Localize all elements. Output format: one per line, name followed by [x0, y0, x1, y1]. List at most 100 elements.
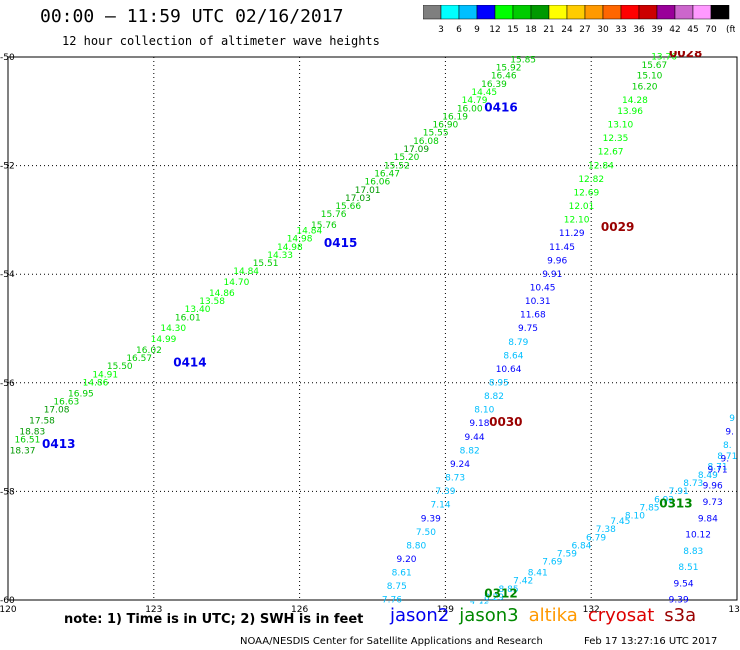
wave-height-label: 15.10 [637, 72, 663, 82]
x-tick-label: 135 [728, 605, 740, 615]
colorbar-tick-label: 15 [507, 25, 518, 35]
wave-height-label: 16.95 [68, 389, 94, 399]
wave-height-label: 8.71 [708, 463, 728, 473]
wave-height-label: 11.45 [549, 243, 575, 253]
pass-label-jason2: 0413 [42, 437, 75, 451]
wave-height-label: 9.96 [703, 482, 723, 492]
wave-height-label: 6.92 [654, 495, 674, 505]
wave-height-label: 8.41 [528, 569, 548, 579]
wave-height-label: 9. [725, 427, 734, 437]
colorbar-tick-label: 18 [525, 25, 537, 35]
wave-height-label: 12.10 [564, 216, 590, 226]
legend-item-jason3: jason3 [459, 605, 519, 626]
wave-height-label: 9.96 [547, 256, 567, 266]
wave-height-label: 8.85 [499, 585, 519, 595]
pass-label-cryosat: 0028 [669, 46, 702, 60]
wave-height-label: 17.03 [345, 194, 371, 204]
wave-height-label: 8.75 [387, 582, 407, 592]
wave-height-label: 18.37 [10, 446, 36, 456]
map-frame [7, 56, 738, 601]
wave-height-label: 8.79 [508, 338, 528, 348]
wave-height-label: 16.39 [481, 80, 507, 90]
wave-height-label: 8.49 [698, 471, 718, 481]
wave-height-label: 9.71 [708, 465, 728, 475]
wave-height-label: 9. [721, 455, 730, 465]
wave-height-label: 14.30 [160, 324, 186, 334]
wave-height-label: 17.09 [403, 145, 429, 155]
wave-height-label: 13.96 [617, 107, 643, 117]
wave-height-label: 7.14 [431, 501, 451, 511]
x-tick-label: 120 [0, 605, 17, 615]
wave-height-label: 12.35 [603, 134, 629, 144]
wave-height-label: 15.52 [384, 161, 410, 171]
wave-height-label: 17.08 [44, 406, 70, 416]
wave-height-label: 15.50 [107, 362, 133, 372]
wave-height-label: 14.84 [233, 267, 259, 277]
colorbar-tick-label: 70 [705, 25, 717, 35]
wave-height-label: 10.45 [530, 283, 556, 293]
wave-height-label: 16.02 [136, 346, 162, 356]
colorbar-unit: (ft) [726, 25, 735, 35]
wave-height-label: 8.80 [406, 541, 426, 551]
wave-height-label: 7.46 [469, 601, 489, 611]
wave-height-label: 9.84 [698, 514, 718, 524]
wave-height-label: 15.20 [394, 153, 420, 163]
wave-height-label: 12.67 [598, 148, 624, 158]
track-layer: 18.3716.5118.8317.5817.0816.6316.9514.86… [10, 46, 738, 611]
wave-height-label: 14.79 [462, 96, 488, 106]
wave-height-label: 7.38 [596, 525, 616, 535]
colorbar-tick-label: 27 [579, 25, 590, 35]
wave-height-label: 14.86 [83, 379, 109, 389]
wave-height-label: 9.39 [421, 514, 441, 524]
wave-height-label: 7.45 [610, 517, 630, 527]
colorbar-tick-label: 9 [474, 25, 480, 35]
x-tick-label: 129 [437, 605, 454, 615]
wave-height-label: 15.85 [510, 55, 536, 65]
wave-height-label: 15.55 [423, 129, 449, 139]
colorbar-tick-label: 45 [687, 25, 698, 35]
pass-label-jason3: 0313 [659, 497, 692, 511]
wave-height-label: 12.69 [573, 188, 599, 198]
wave-height-label: 16.57 [126, 354, 152, 364]
wave-height-label: 8.61 [392, 569, 412, 579]
wave-height-label: 10.64 [496, 365, 522, 375]
wave-height-label: 8.71 [717, 452, 737, 462]
wave-height-label: 8.95 [489, 379, 509, 389]
map-subtitle: 12 hour collection of altimeter wave hei… [62, 34, 380, 48]
colorbar-swatch [710, 5, 730, 20]
wave-height-label: 16.19 [442, 112, 468, 122]
wave-height-label: 7.76 [382, 596, 402, 606]
wave-height-label: 8.29 [484, 593, 504, 603]
colorbar-tick-label: 42 [669, 25, 680, 35]
wave-height-label: 14.33 [267, 251, 293, 261]
pass-label-jason3: 0312 [484, 586, 517, 600]
y-tick-label: -56 [0, 379, 15, 389]
colorbar-tick-label: 30 [597, 25, 609, 35]
wave-height-label: 16.46 [491, 72, 517, 82]
wave-height-label: 17.01 [355, 186, 381, 196]
wave-height-label: 16.00 [457, 104, 483, 114]
wave-height-label: 6.84 [571, 541, 591, 551]
wave-height-label: 16.51 [15, 436, 41, 446]
y-tick-label: -60 [0, 596, 15, 606]
wave-height-label: 8.73 [683, 479, 703, 489]
wave-height-label: 15.92 [496, 64, 522, 74]
wave-height-label: 13.58 [199, 297, 225, 307]
y-tick-label: -50 [0, 53, 15, 63]
wave-height-label: 7.39 [435, 487, 455, 497]
legend-item-s3a: s3a [664, 605, 697, 626]
wave-height-label: 7.50 [416, 528, 436, 538]
wave-height-label: 8.83 [683, 547, 703, 557]
wave-height-label: 16.01 [175, 313, 201, 323]
units-note: note: 1) Time is in UTC; 2) SWH is in fe… [64, 612, 364, 627]
wave-height-label: 15.51 [253, 259, 279, 269]
wave-height-label: 7.42 [513, 577, 533, 587]
pass-label-jason2: 0416 [484, 100, 517, 114]
x-tick-label: 126 [291, 605, 308, 615]
pass-label-cryosat: 0030 [489, 415, 522, 429]
wave-height-label: 14.98 [287, 235, 313, 245]
satellite-legend: jason2 jason3 altika cryosat s3a [390, 605, 706, 626]
pass-label-jason2: 0414 [173, 356, 206, 370]
colorbar-tick-label: 36 [633, 25, 645, 35]
